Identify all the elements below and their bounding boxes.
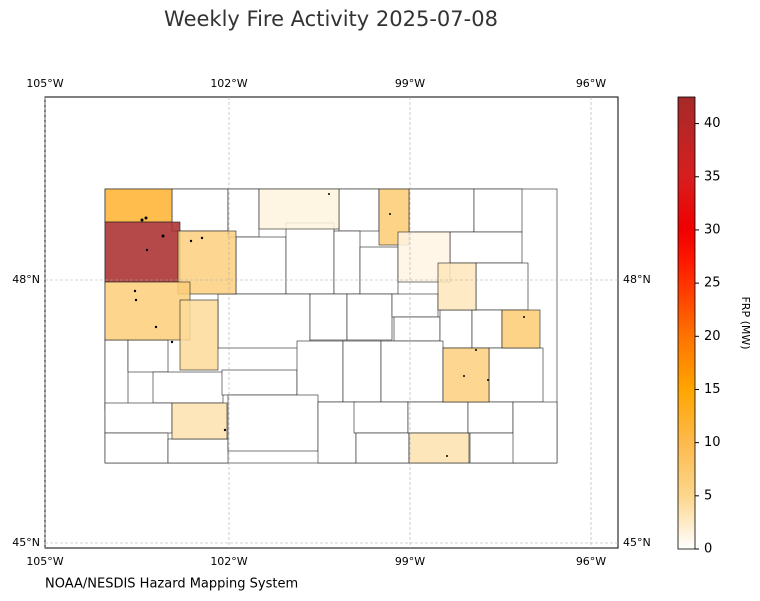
- county-fill: [104, 281, 191, 341]
- county-fill: [501, 309, 541, 349]
- county: [227, 188, 260, 238]
- county: [439, 309, 473, 349]
- county-fill: [442, 347, 490, 403]
- county-fill: [437, 262, 477, 311]
- lat-label: 48°N: [12, 273, 40, 286]
- colorbar-tick-label: 10: [704, 435, 721, 450]
- colorbar-tick-label: 0: [704, 542, 712, 557]
- lon-label: 99°W: [395, 77, 425, 90]
- colorbar-tick-label: 30: [704, 222, 721, 237]
- county: [359, 246, 399, 295]
- lat-label: 48°N: [623, 273, 651, 286]
- lat-label: 45°N: [623, 536, 651, 549]
- colorbar-tick-label: 25: [704, 276, 721, 291]
- county: [296, 340, 344, 403]
- colorbar: [677, 96, 696, 550]
- county: [380, 340, 444, 403]
- county: [227, 394, 319, 452]
- county: [471, 309, 503, 349]
- county: [127, 339, 169, 373]
- lon-label: 102°W: [210, 77, 247, 90]
- county: [353, 401, 409, 434]
- county-fill: [171, 402, 228, 440]
- fire-points: [133, 193, 525, 457]
- lon-label: 102°W: [210, 555, 247, 568]
- county: [217, 293, 311, 349]
- lat-label: 45°N: [12, 536, 40, 549]
- colorbar-tick-label: 20: [704, 329, 721, 344]
- colorbar-tick-label: 5: [704, 488, 712, 503]
- county: [235, 236, 287, 295]
- lon-label: 105°W: [26, 77, 63, 90]
- county-fill: [104, 221, 181, 283]
- county-layer: [104, 188, 558, 464]
- county: [449, 231, 523, 264]
- county: [342, 340, 382, 403]
- county: [407, 401, 469, 434]
- county: [488, 347, 544, 403]
- colorbar-label: FRP (MW): [739, 296, 752, 349]
- lon-label: 99°W: [395, 555, 425, 568]
- title: Weekly Fire Activity 2025-07-08: [164, 7, 498, 31]
- county: [104, 339, 129, 411]
- county: [512, 401, 558, 464]
- county: [152, 371, 224, 404]
- county-fill: [258, 188, 340, 230]
- county: [104, 402, 173, 434]
- county: [285, 222, 335, 295]
- county: [167, 438, 229, 464]
- county-fill: [104, 188, 173, 223]
- county: [317, 401, 357, 464]
- county-fill: [179, 299, 219, 371]
- lon-label: 96°W: [576, 77, 606, 90]
- credit: NOAA/NESDIS Hazard Mapping System: [45, 577, 298, 592]
- lon-label: 96°W: [576, 555, 606, 568]
- county: [391, 293, 439, 318]
- lon-label: 105°W: [26, 555, 63, 568]
- county: [346, 293, 393, 341]
- county: [393, 316, 441, 342]
- colorbar-tick-label: 35: [704, 169, 721, 184]
- county: [467, 401, 514, 434]
- county: [338, 188, 380, 232]
- county: [309, 293, 348, 341]
- county: [355, 432, 410, 464]
- county: [104, 432, 169, 464]
- county-fill: [408, 432, 470, 464]
- county: [221, 369, 298, 396]
- county: [333, 230, 361, 295]
- colorbar-tick-label: 15: [704, 382, 721, 397]
- county: [473, 188, 523, 233]
- county: [475, 262, 529, 311]
- county: [469, 432, 516, 464]
- county: [171, 188, 229, 232]
- county: [408, 188, 475, 233]
- colorbar-tick-label: 40: [704, 116, 721, 131]
